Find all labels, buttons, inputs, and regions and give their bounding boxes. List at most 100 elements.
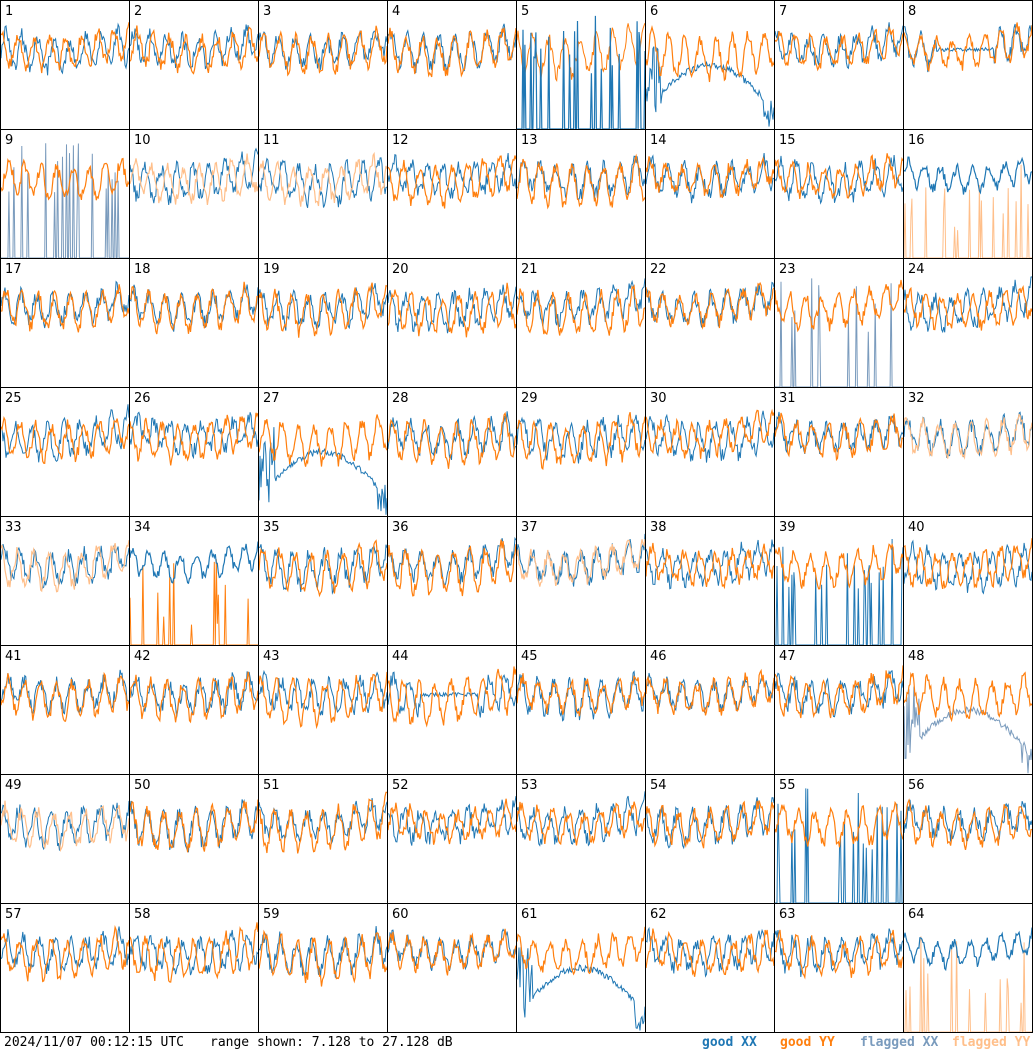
yy-line [645,928,775,977]
panel-frame [774,645,904,775]
panel-3: 3 [258,0,388,130]
panel-label: 9 [5,133,13,148]
xx-line [774,670,904,718]
panel-frame [774,903,904,1033]
panel-17: 17 [0,258,130,388]
xx-line [387,23,517,74]
panel-9: 9 [0,129,130,259]
panel-frame [258,129,388,259]
yy-line [774,665,904,719]
panel-57: 57 [0,903,130,1033]
yy-line [129,671,259,724]
panel-frame [645,258,775,388]
xx-line [774,928,904,978]
xx-line [0,543,130,590]
xx-line [903,276,1033,334]
yy-line [129,559,258,646]
yy-line [645,542,775,590]
panel-frame [516,516,646,646]
panel-label: 6 [650,4,658,19]
xx-line [0,404,130,463]
panel-58: 58 [129,903,259,1033]
panel-label: 17 [5,262,22,277]
panel-frame [129,0,259,130]
yy-line [0,800,130,853]
xx-line [0,280,130,329]
panel-frame [645,774,775,904]
panel-6: 6 [645,0,775,130]
panel-51: 51 [258,774,388,904]
panel-label: 63 [779,907,796,922]
xx-line [903,927,1033,972]
panel-36: 36 [387,516,517,646]
yy-line [516,673,646,717]
yy-line [516,538,646,587]
panel-42: 42 [129,645,259,775]
yy-line [774,800,904,848]
panel-27: 27 [258,387,388,517]
panel-label: 52 [392,778,409,793]
xx-line [516,414,646,464]
xx-line [258,427,388,515]
panel-40: 40 [903,516,1033,646]
panel-label: 32 [908,391,925,406]
yy-line [903,22,1033,72]
xx-line [645,410,775,463]
yy-line [0,416,130,464]
panel-32: 32 [903,387,1033,517]
panel-label: 42 [134,649,151,664]
yy-line [258,414,388,467]
panel-18: 18 [129,258,259,388]
yy-line [387,798,517,845]
panel-label: 54 [650,778,667,793]
panel-44: 44 [387,645,517,775]
panel-label: 31 [779,391,796,406]
panel-label: 27 [263,391,280,406]
panel-frame [129,774,259,904]
yy-line [129,25,259,75]
yy-line [258,25,388,77]
panel-54: 54 [645,774,775,904]
panel-45: 45 [516,645,646,775]
panel-33: 33 [0,516,130,646]
yy-line [258,539,388,598]
panel-30: 30 [645,387,775,517]
panel-frame [387,903,517,1033]
panel-48: 48 [903,645,1033,775]
panel-label: 50 [134,778,151,793]
panel-20: 20 [387,258,517,388]
xx-line [0,669,130,716]
panel-frame [903,387,1033,517]
panel-label: 47 [779,649,796,664]
xx-line [0,926,130,975]
panel-37: 37 [516,516,646,646]
xx-line [516,670,646,722]
panel-frame [387,516,517,646]
timestamp: 2024/11/07 00:12:15 UTC [4,1035,185,1050]
panel-52: 52 [387,774,517,904]
panel-21: 21 [516,258,646,388]
xx-line [129,411,259,460]
yy-line [0,284,130,333]
panel-2: 2 [129,0,259,130]
xx-line [1,143,129,259]
panel-label: 39 [779,520,796,535]
panel-label: 56 [908,778,925,793]
panel-label: 30 [650,391,667,406]
panel-label: 51 [263,778,280,793]
yy-line [645,668,775,716]
yy-line [387,155,517,209]
yy-line [903,413,1033,460]
panel-64: 64 [903,903,1033,1033]
panel-41: 41 [0,645,130,775]
panel-53: 53 [516,774,646,904]
legend-flagged-xx: flagged XX [860,1035,939,1050]
yy-line [516,801,646,846]
panel-frame [387,0,517,130]
panel-label: 11 [263,133,280,148]
panel-26: 26 [129,387,259,517]
legend-flagged-yy: flagged YY [952,1035,1031,1050]
panel-label: 46 [650,649,667,664]
panel-label: 33 [5,520,22,535]
panel-label: 53 [521,778,538,793]
